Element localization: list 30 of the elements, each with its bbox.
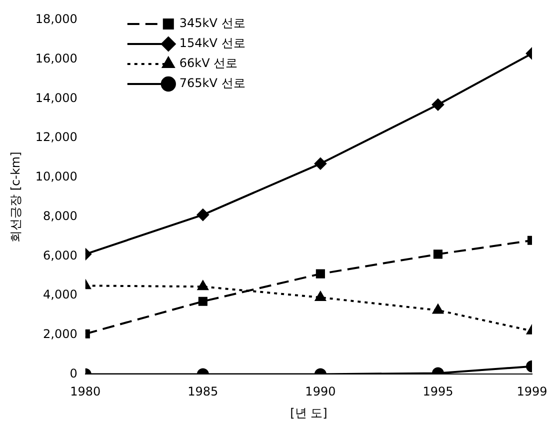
legend-label: 154kV 선로	[179, 36, 246, 50]
y-tick-label: 0	[70, 366, 78, 380]
y-axis-title: 회선긍장 [c-km]	[8, 152, 22, 242]
point	[432, 98, 444, 111]
point	[198, 280, 208, 290]
x-tick-label: 1985	[188, 384, 218, 399]
y-tick-label: 6,000	[43, 248, 78, 262]
point	[196, 208, 209, 221]
point	[432, 304, 444, 314]
y-tick-label: 18,000	[35, 12, 78, 26]
y-tick-label: 12,000	[35, 130, 78, 144]
x-tick-label: 1995	[422, 384, 454, 399]
y-tick-label: 4,000	[43, 288, 78, 302]
legend-label: 345kV 선로	[179, 16, 246, 30]
legend-label: 66kV 선로	[179, 56, 238, 70]
y-tick-label: 14,000	[35, 90, 78, 105]
x-tick-label: 1990	[305, 384, 336, 399]
point	[314, 158, 326, 170]
y-tick-label: 10,000	[35, 170, 78, 184]
y-tick-label: 16,000	[35, 51, 78, 66]
point	[316, 269, 325, 278]
y-tick-label: 2,000	[43, 326, 78, 341]
x-tick-label: 1980	[70, 384, 101, 399]
legend-label: 765kV 선로	[179, 76, 246, 90]
x-tick-label: 1999	[516, 384, 548, 399]
point	[433, 250, 443, 259]
point	[198, 296, 208, 306]
point	[315, 291, 326, 301]
y-tick-label: 8,000	[43, 208, 78, 223]
x-axis-title: [년 도]	[290, 406, 328, 420]
